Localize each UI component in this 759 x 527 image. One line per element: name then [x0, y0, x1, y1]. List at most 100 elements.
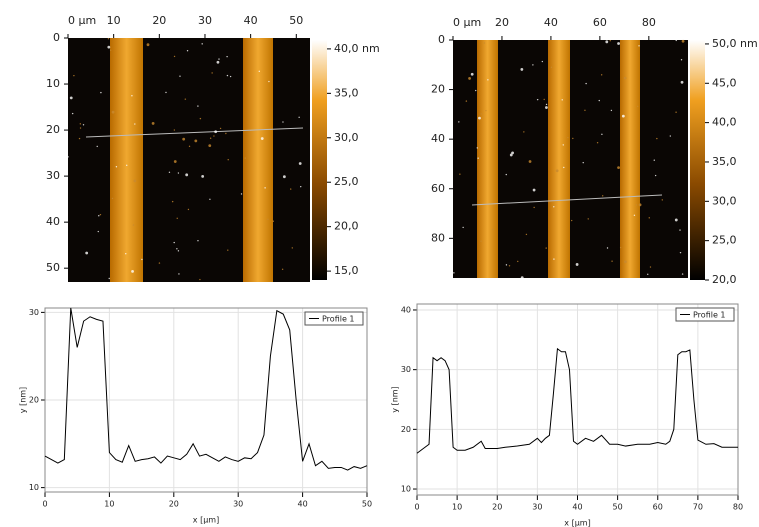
colorbar-tick-label: 25,0	[712, 234, 737, 247]
speck	[555, 169, 559, 173]
speck	[654, 174, 657, 177]
speck	[675, 39, 677, 42]
speck	[520, 68, 524, 71]
speck	[282, 121, 284, 123]
y-tick-label: 30	[29, 308, 39, 317]
speck	[82, 124, 85, 126]
stripe	[110, 38, 143, 282]
speck	[478, 116, 481, 120]
profile-line	[471, 194, 663, 206]
speck	[543, 98, 545, 101]
speck	[126, 164, 128, 167]
y-tick-label: 50	[46, 261, 60, 274]
speck	[165, 91, 167, 94]
speck	[567, 136, 569, 139]
speck	[681, 273, 684, 275]
speck	[111, 110, 115, 114]
speck	[300, 185, 302, 188]
legend-label: Profile 1	[322, 315, 355, 324]
speck	[525, 233, 528, 236]
speck	[480, 240, 482, 242]
y-tick-label: 80	[431, 231, 445, 244]
speck	[260, 137, 264, 140]
colorbar-tick-label: 50,0 nm	[712, 37, 758, 50]
speck	[178, 273, 180, 275]
speck	[680, 80, 684, 84]
speck	[462, 226, 464, 229]
speck	[545, 106, 548, 109]
x-tick-label: 40	[544, 16, 558, 29]
speck	[487, 79, 489, 81]
speck	[562, 144, 564, 146]
speck	[125, 253, 127, 255]
speck	[563, 166, 565, 169]
speck	[291, 247, 293, 249]
speck	[229, 75, 232, 78]
speck	[475, 89, 477, 92]
speck	[649, 266, 652, 268]
speck	[179, 75, 181, 77]
speck	[78, 137, 81, 140]
speck	[485, 109, 487, 112]
speck	[141, 258, 143, 261]
speck	[533, 206, 535, 209]
colorbar-tick-label: 15,0	[334, 264, 359, 277]
speck	[171, 200, 174, 203]
speck	[208, 144, 212, 148]
speck	[197, 105, 199, 107]
speck	[648, 217, 650, 219]
speck	[219, 127, 222, 130]
speck	[216, 60, 220, 64]
speck	[227, 159, 229, 161]
speck	[584, 109, 586, 112]
speck	[67, 156, 69, 158]
speck	[201, 43, 203, 45]
speck	[213, 135, 215, 137]
speck	[188, 145, 191, 148]
speck	[73, 74, 75, 77]
x-tick-label: 60	[653, 503, 663, 512]
speck	[100, 91, 102, 94]
speck	[635, 204, 638, 206]
speck	[258, 70, 261, 73]
x-tick-label: 20	[169, 500, 179, 509]
speck	[134, 123, 136, 125]
speck	[656, 137, 658, 140]
colorbar-tick-label: 25,0	[334, 175, 359, 188]
colorbar-tick-label: 30,0	[334, 131, 359, 144]
speck	[194, 139, 198, 143]
x-tick-label: 40	[572, 503, 582, 512]
speck	[570, 219, 573, 222]
x-tick-label: 50	[289, 14, 303, 27]
speck	[173, 160, 177, 163]
speck	[621, 114, 625, 118]
speck	[282, 175, 286, 179]
speck	[187, 208, 190, 211]
speck	[561, 99, 563, 101]
y-tick-label: 30	[46, 169, 60, 182]
speck	[610, 109, 613, 112]
speck	[199, 117, 202, 120]
speck	[107, 45, 111, 49]
x-tick-label: 40	[298, 500, 308, 509]
speck	[298, 162, 302, 165]
speck	[182, 137, 186, 141]
speck	[151, 122, 155, 125]
speck	[272, 220, 275, 222]
speck	[585, 82, 587, 85]
legend-box	[304, 311, 364, 326]
speck	[596, 141, 599, 144]
colorbar-tick-label: 35,0	[334, 86, 359, 99]
y-tick-label: 40	[46, 215, 60, 228]
speck	[173, 129, 176, 131]
speck	[553, 206, 555, 208]
speck	[508, 265, 511, 267]
speck	[477, 157, 479, 159]
speck	[176, 217, 178, 219]
speck	[177, 250, 180, 252]
speck	[619, 246, 622, 249]
afm-image	[68, 38, 310, 282]
colorbar	[690, 40, 705, 280]
x-tick-label: 20	[495, 16, 509, 29]
